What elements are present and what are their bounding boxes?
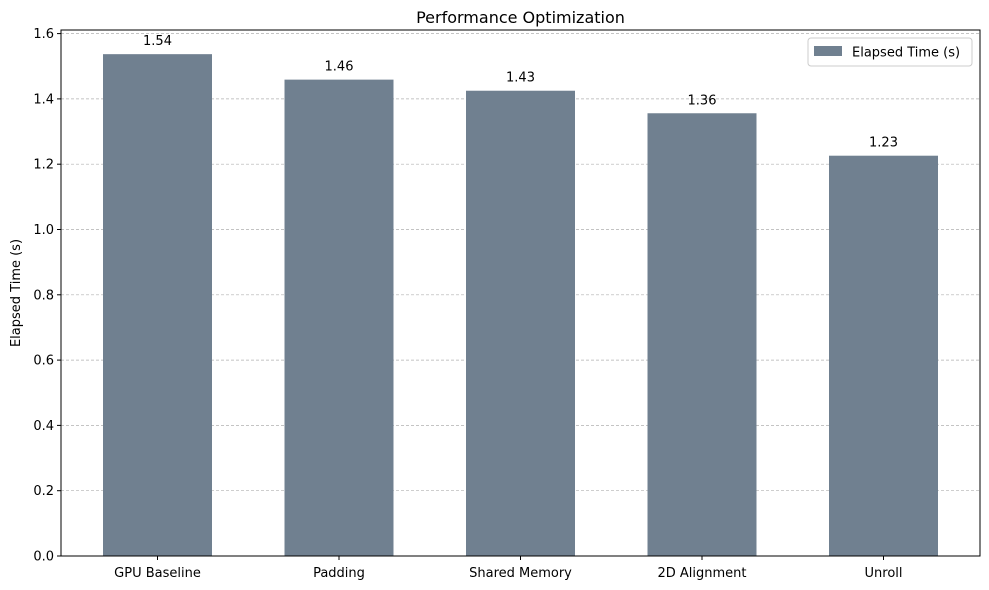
y-tick-label: 0.2 — [33, 484, 54, 499]
chart-title: Performance Optimization — [416, 8, 625, 27]
bar — [466, 90, 575, 556]
bar — [284, 79, 394, 557]
bar-value-label: 1.23 — [869, 136, 898, 151]
data-labels: 1.54 1.46 1.43 1.36 1.23 — [143, 34, 898, 151]
bar — [103, 54, 212, 557]
x-tick-label: Unroll — [865, 566, 903, 581]
bar — [647, 113, 757, 556]
x-tick-label: Padding — [313, 566, 365, 581]
x-tick-label: 2D Alignment — [657, 566, 746, 581]
y-tick-label: 1.2 — [33, 158, 54, 173]
bar — [829, 155, 938, 556]
legend: Elapsed Time (s) — [807, 37, 973, 67]
y-tick-label: 1.6 — [33, 27, 54, 42]
y-tick-label: 0.8 — [33, 288, 54, 303]
x-tick-label: Shared Memory — [469, 566, 572, 581]
bar-value-label: 1.36 — [688, 93, 717, 108]
y-tick-label: 1.0 — [33, 223, 54, 238]
y-tick-label: 0.6 — [33, 354, 54, 369]
x-axis-ticks: GPU Baseline Padding Shared Memory 2D Align… — [114, 556, 903, 581]
bars — [103, 54, 938, 557]
y-tick-label: 0.0 — [33, 550, 54, 565]
legend-box — [807, 37, 973, 67]
y-tick-label: 0.4 — [33, 419, 54, 434]
legend-label: Elapsed Time (s) — [852, 46, 960, 61]
y-axis-label: Elapsed Time (s) — [9, 239, 24, 347]
legend-swatch — [814, 46, 842, 56]
bar-value-label: 1.54 — [143, 34, 172, 49]
bar-value-label: 1.43 — [506, 71, 535, 86]
bar-value-label: 1.46 — [325, 60, 354, 75]
x-tick-label: GPU Baseline — [114, 566, 201, 581]
y-axis-ticks: 0.0 0.2 0.4 0.6 0.8 1.0 1.2 1.4 1.6 — [33, 27, 61, 565]
plot-frame — [60, 29, 981, 557]
y-tick-label: 1.4 — [33, 92, 54, 107]
grid-lines — [61, 33, 980, 492]
